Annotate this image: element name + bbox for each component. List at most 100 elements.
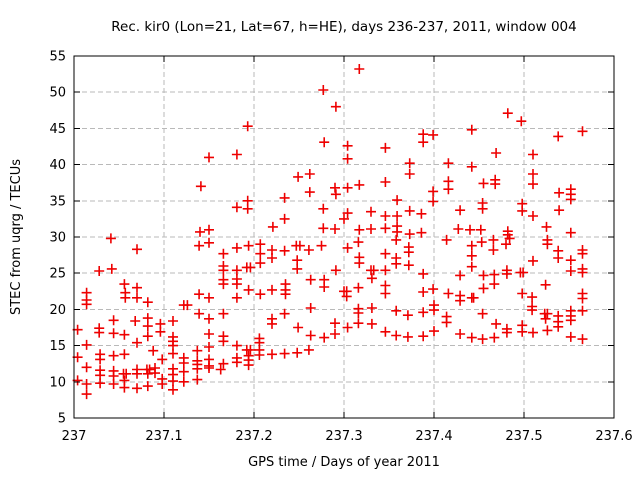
scatter-point-plus [132, 383, 142, 394]
scatter-point-plus [466, 261, 477, 272]
scatter-point-plus [517, 205, 528, 216]
scatter-point-plus [554, 205, 565, 216]
scatter-point-plus [245, 344, 256, 355]
scatter-point-plus [478, 270, 489, 281]
scatter-point-plus [204, 152, 214, 163]
scatter-point-plus [119, 329, 130, 340]
scatter-point-plus [279, 192, 290, 203]
scatter-point-plus [318, 85, 329, 95]
scatter-point-plus [540, 279, 551, 290]
scatter-point-plus [455, 270, 466, 281]
scatter-point-plus [353, 318, 364, 329]
scatter-point-plus [565, 194, 576, 205]
scatter-point-plus [218, 336, 229, 347]
scatter-point-plus [303, 344, 314, 355]
scatter-point-plus [231, 357, 242, 368]
scatter-point-plus [292, 263, 303, 274]
scatter-point-plus [204, 237, 214, 248]
scatter-point-plus [330, 265, 341, 276]
scatter-point-plus [489, 269, 500, 280]
scatter-point-plus [204, 224, 214, 235]
scatter-point-plus [108, 350, 119, 361]
scatter-point-plus [565, 227, 576, 238]
scatter-point-plus [577, 293, 588, 304]
scatter-point-plus [477, 308, 488, 319]
scatter-point-plus [466, 124, 477, 135]
scatter-point-plus [130, 316, 141, 326]
scatter-point-plus [391, 305, 402, 316]
scatter-point-plus [466, 161, 477, 172]
scatter-point-plus [517, 326, 528, 337]
scatter-point-plus [380, 248, 391, 259]
scatter-point-plus [504, 233, 515, 244]
scatter-point-plus [279, 213, 290, 224]
scatter-point-plus [428, 129, 439, 140]
scatter-point-plus [108, 328, 119, 339]
scatter-point-plus [192, 374, 203, 385]
scatter-point-plus [142, 331, 153, 342]
scatter-point-plus [330, 329, 340, 339]
x-tick-label: 237.1 [145, 429, 182, 444]
gridlines [74, 56, 614, 418]
scatter-point-plus [120, 292, 131, 303]
scatter-point-plus [443, 288, 454, 299]
scatter-point-plus [231, 279, 242, 290]
scatter-point-plus [428, 196, 439, 207]
scatter-point-plus [353, 282, 364, 293]
scatter-point-plus [392, 226, 403, 237]
scatter-point-plus [231, 242, 242, 253]
scatter-point-plus [466, 250, 477, 261]
scatter-point-plus [108, 379, 119, 389]
scatter-point-plus [339, 213, 349, 224]
scatter-point-plus [94, 327, 105, 338]
scatter-point-plus [119, 279, 130, 290]
scatter-point-plus [366, 206, 376, 217]
scatter-point-plus [528, 169, 538, 179]
scatter-point-plus [516, 116, 527, 127]
scatter-point-plus [95, 378, 106, 389]
scatter-point-plus [305, 303, 316, 313]
scatter-point-plus [330, 224, 340, 234]
scatter-point-plus [380, 326, 391, 337]
scatter-point-plus [168, 348, 178, 359]
scatter-point-plus [577, 248, 588, 259]
scatter-point-plus [542, 239, 553, 250]
scatter-point-plus [366, 224, 376, 234]
scatter-point-plus [380, 265, 391, 276]
scatter-point-plus [255, 289, 266, 300]
scatter-point-plus [553, 321, 564, 332]
y-tick-label: 30 [49, 231, 66, 246]
scatter-point-plus [105, 233, 116, 244]
scatter-point-plus [267, 253, 277, 263]
scatter-point-plus [168, 316, 178, 326]
scatter-point-plus [231, 265, 242, 276]
y-axis-label: STEC from uqrg / TECUs [9, 159, 24, 315]
scatter-point-plus [204, 329, 214, 339]
y-tick-label: 5 [58, 412, 66, 427]
plot-title: Rec. kir0 (Lon=21, Lat=67, h=HE), days 2… [111, 19, 576, 35]
scatter-point-plus [195, 226, 205, 237]
scatter-point-plus [255, 248, 266, 259]
scatter-point-plus [304, 169, 315, 179]
scatter-point-plus [380, 211, 391, 221]
scatter-point-plus [132, 368, 142, 379]
scatter-point-plus [528, 149, 538, 160]
scatter-point-plus [119, 349, 130, 360]
scatter-point-plus [218, 279, 229, 290]
scatter-point-plus [231, 292, 242, 303]
scatter-point-plus [528, 211, 538, 221]
scatter-point-plus [279, 308, 290, 319]
scatter-point-plus [476, 237, 487, 248]
scatter-point-plus [342, 322, 353, 333]
y-tick-label: 20 [49, 303, 66, 318]
scatter-point-plus [194, 289, 205, 300]
scatter-point-plus [218, 248, 229, 259]
scatter-point-plus [553, 253, 564, 263]
scatter-point-plus [254, 350, 265, 360]
scatter-point-plus [94, 266, 105, 276]
scatter-point-plus [402, 310, 413, 321]
scatter-point-plus [404, 158, 415, 169]
scatter-point-plus [341, 291, 352, 302]
x-tick-label: 237.5 [505, 429, 542, 444]
